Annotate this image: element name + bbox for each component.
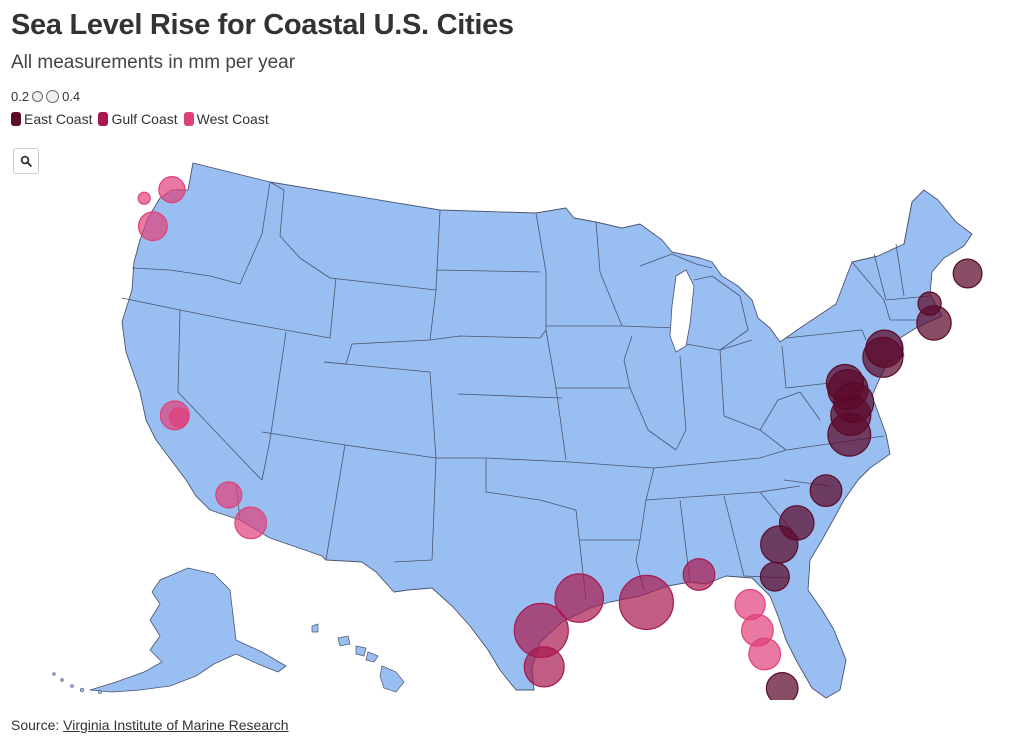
station-bubble[interactable] (748, 637, 782, 671)
legend-item-gulf-coast[interactable]: Gulf Coast (98, 111, 178, 127)
color-legend: East Coast Gulf Coast West Coast (11, 111, 275, 127)
source-link[interactable]: Virginia Institute of Marine Research (63, 717, 289, 733)
source-note: Source: Virginia Institute of Marine Res… (11, 717, 289, 733)
station-bubble[interactable] (809, 474, 843, 508)
state-borders (121, 181, 931, 601)
station-bubble[interactable] (169, 407, 190, 428)
size-legend: 0.2 0.4 (11, 89, 80, 104)
size-legend-small-circle-icon (32, 91, 44, 102)
station-bubble[interactable] (523, 646, 565, 688)
station-bubble[interactable] (916, 305, 952, 341)
legend-item-west-coast[interactable]: West Coast (183, 111, 269, 127)
size-legend-min-label: 0.2 (11, 89, 30, 104)
station-bubble[interactable] (760, 525, 799, 564)
source-prefix: Source: (11, 717, 64, 733)
station-bubble[interactable] (137, 211, 168, 242)
station-bubble[interactable] (765, 672, 799, 700)
legend-label-west-coast: West Coast (196, 111, 269, 127)
legend-label-gulf-coast: Gulf Coast (111, 111, 178, 127)
station-bubble[interactable] (827, 412, 872, 457)
zoom-button[interactable] (13, 148, 39, 174)
legend-item-east-coast[interactable]: East Coast (11, 111, 92, 127)
legend-label-east-coast: East Coast (24, 111, 93, 127)
search-icon (20, 155, 32, 167)
station-bubble[interactable] (554, 573, 605, 623)
size-legend-max-label: 0.4 (62, 89, 81, 104)
station-bubble[interactable] (618, 574, 675, 631)
map-subtitle: All measurements in mm per year (11, 52, 296, 73)
station-bubble[interactable] (215, 481, 243, 509)
hawaii-islands (311, 623, 405, 693)
station-bubble[interactable] (137, 191, 151, 205)
station-bubble[interactable] (759, 561, 790, 592)
alaska-land (89, 567, 287, 693)
station-bubble[interactable] (952, 258, 983, 289)
map-title: Sea Level Rise for Coastal U.S. Cities (11, 9, 514, 41)
station-bubble[interactable] (234, 506, 268, 540)
legend-swatch-west-coast (183, 112, 194, 126)
us-map[interactable] (0, 150, 1020, 700)
lake-michigan (669, 269, 695, 353)
station-bubble[interactable] (682, 558, 716, 591)
station-bubbles[interactable] (137, 176, 983, 700)
legend-swatch-east-coast (11, 112, 21, 126)
size-legend-large-circle-icon (46, 90, 60, 103)
station-bubble[interactable] (862, 336, 904, 378)
legend-swatch-gulf-coast (98, 112, 109, 126)
aleutian-islands (52, 672, 102, 694)
station-bubble[interactable] (158, 176, 186, 204)
